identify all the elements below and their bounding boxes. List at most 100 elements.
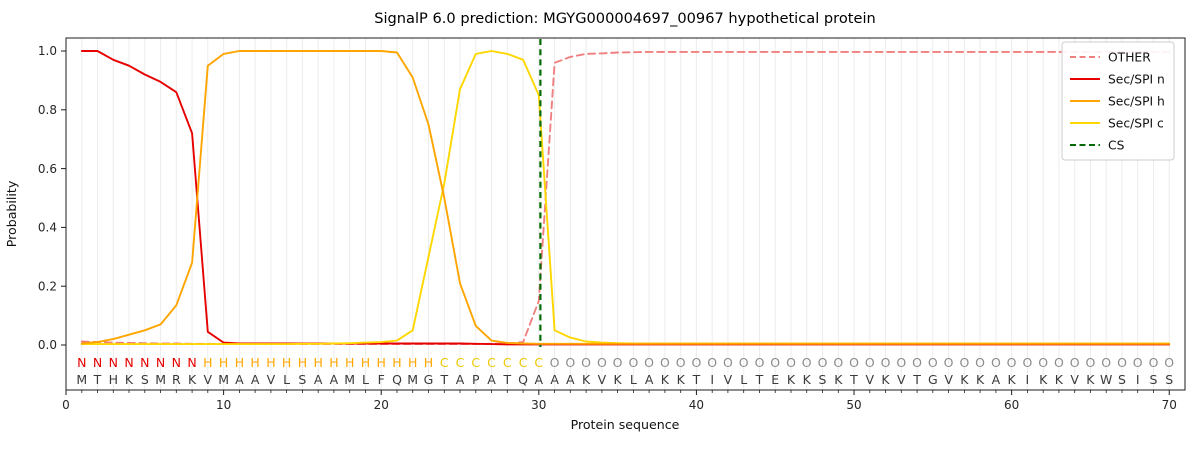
region-letter: O bbox=[896, 355, 906, 370]
sequence-letter: S bbox=[1150, 372, 1158, 387]
region-letter: O bbox=[928, 355, 938, 370]
region-letter: H bbox=[219, 355, 228, 370]
series-line-sec-spi-h bbox=[80, 50, 1171, 345]
series-layer bbox=[80, 50, 1171, 346]
y-tick-label: 1.0 bbox=[38, 44, 57, 58]
region-letter: O bbox=[660, 355, 670, 370]
region-letter: N bbox=[172, 355, 181, 370]
y-tick-label: 0.6 bbox=[38, 162, 57, 176]
sequence-letter: V bbox=[204, 372, 213, 387]
region-letter: C bbox=[471, 355, 480, 370]
sequence-letter: K bbox=[1007, 372, 1016, 387]
region-letter: O bbox=[833, 355, 843, 370]
sequence-letter: A bbox=[550, 372, 559, 387]
x-tick-label: 70 bbox=[1162, 398, 1177, 412]
x-tick-label: 30 bbox=[531, 398, 546, 412]
sequence-letter: T bbox=[93, 372, 102, 387]
region-letter: H bbox=[392, 355, 401, 370]
region-letter: H bbox=[424, 355, 433, 370]
sequence-letter: K bbox=[1055, 372, 1064, 387]
plot-border bbox=[65, 37, 1186, 391]
sequence-letter: A bbox=[535, 372, 544, 387]
region-letter: O bbox=[707, 355, 717, 370]
sequence-letter: T bbox=[502, 372, 511, 387]
region-letter: O bbox=[770, 355, 780, 370]
region-letter: H bbox=[361, 355, 370, 370]
region-letter: O bbox=[849, 355, 859, 370]
region-letter: O bbox=[1117, 355, 1127, 370]
region-letter: O bbox=[565, 355, 575, 370]
region-letter: O bbox=[991, 355, 1001, 370]
region-letter: C bbox=[519, 355, 528, 370]
legend-label: CS bbox=[1108, 138, 1125, 152]
sequence-letter: A bbox=[330, 372, 339, 387]
region-letter: N bbox=[93, 355, 102, 370]
sequence-letter: I bbox=[1136, 372, 1140, 387]
sequence-letter: K bbox=[677, 372, 686, 387]
sequence-letter: V bbox=[897, 372, 906, 387]
sequence-letter: A bbox=[314, 372, 323, 387]
sequence-letter: K bbox=[125, 372, 134, 387]
region-letter: O bbox=[691, 355, 701, 370]
sequence-letter: F bbox=[378, 372, 385, 387]
region-letter: H bbox=[250, 355, 259, 370]
sequence-letter: K bbox=[661, 372, 670, 387]
sequence-letter: K bbox=[960, 372, 969, 387]
sequence-letter: Q bbox=[518, 372, 528, 387]
sequence-letter: K bbox=[1086, 372, 1095, 387]
region-letter: N bbox=[187, 355, 196, 370]
region-letter: H bbox=[345, 355, 354, 370]
legend-box bbox=[1061, 41, 1175, 161]
sequence-letter: W bbox=[1100, 372, 1112, 387]
sequence-letter: V bbox=[866, 372, 875, 387]
sequence-letter: L bbox=[362, 372, 369, 387]
region-letter: O bbox=[1133, 355, 1143, 370]
sequence-letters-layer: NMNTNHNKNSNMNRNKHVHMHAHAHVHLHSHAHAHMHLHF… bbox=[76, 355, 1174, 387]
region-letter: O bbox=[1054, 355, 1064, 370]
sequence-letter: M bbox=[344, 372, 355, 387]
sequence-letter: V bbox=[267, 372, 276, 387]
region-letter: H bbox=[203, 355, 212, 370]
sequence-letter: S bbox=[298, 372, 306, 387]
legend: OTHER Sec/SPI n Sec/SPI h Sec/SPI c CS bbox=[1061, 41, 1175, 161]
y-tick-label: 0.4 bbox=[38, 221, 57, 235]
x-tick-label: 60 bbox=[1004, 398, 1019, 412]
sequence-letter: K bbox=[787, 372, 796, 387]
sequence-letter: K bbox=[1039, 372, 1048, 387]
region-letter: O bbox=[739, 355, 749, 370]
sequence-letter: M bbox=[218, 372, 229, 387]
gridlines-layer bbox=[81, 38, 1170, 390]
sequence-letter: L bbox=[630, 372, 637, 387]
sequence-letter: M bbox=[407, 372, 418, 387]
sequence-letter: V bbox=[1070, 372, 1079, 387]
sequence-letter: A bbox=[456, 372, 465, 387]
region-letter: O bbox=[1070, 355, 1080, 370]
sequence-letter: V bbox=[598, 372, 607, 387]
sequence-letter: S bbox=[1118, 372, 1126, 387]
region-letter: N bbox=[140, 355, 149, 370]
sequence-letter: P bbox=[472, 372, 480, 387]
sequence-letter: A bbox=[235, 372, 244, 387]
sequence-letter: L bbox=[740, 372, 747, 387]
region-letter: H bbox=[313, 355, 322, 370]
sequence-letter: E bbox=[771, 372, 779, 387]
x-tick-label: 50 bbox=[846, 398, 861, 412]
y-tick-label: 0.8 bbox=[38, 103, 57, 117]
region-letter: O bbox=[818, 355, 828, 370]
region-letter: O bbox=[1038, 355, 1048, 370]
region-letter: O bbox=[912, 355, 922, 370]
sequence-letter: T bbox=[692, 372, 701, 387]
region-letter: O bbox=[628, 355, 638, 370]
sequence-letter: K bbox=[881, 372, 890, 387]
sequence-letter: S bbox=[1165, 372, 1173, 387]
region-letter: C bbox=[440, 355, 449, 370]
region-letter: O bbox=[597, 355, 607, 370]
sequence-letter: T bbox=[912, 372, 921, 387]
region-letter: O bbox=[1149, 355, 1159, 370]
sequence-letter: K bbox=[834, 372, 843, 387]
sequence-letter: H bbox=[109, 372, 118, 387]
x-tick-label: 0 bbox=[62, 398, 70, 412]
region-letter: C bbox=[503, 355, 512, 370]
